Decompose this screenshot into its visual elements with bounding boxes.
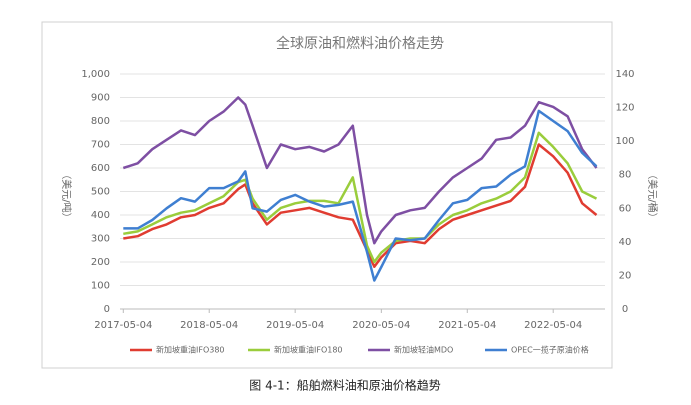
x-tick-label: 2020-05-04 [352, 320, 410, 331]
y-tick-label: 700 [91, 140, 110, 151]
caption: 图 4-1：船舶燃料油和原油价格趋势 [249, 378, 440, 393]
y-tick-label: 100 [91, 281, 110, 292]
y-tick-label: 900 [91, 93, 110, 104]
x-tick-label: 2017-05-04 [94, 320, 152, 331]
y2-axis-label: （美元/桶） [646, 169, 659, 222]
x-tick-label: 2019-05-04 [266, 320, 324, 331]
y2-tick-label: 120 [615, 103, 634, 114]
series-line [123, 143, 598, 268]
legend-label: 新加坡轻油MDO [394, 345, 453, 355]
series-line [123, 109, 598, 282]
legend-label: 新加坡重油IFO380 [156, 345, 225, 355]
x-tick-label: 2021-05-04 [438, 320, 496, 331]
y2-tick-label: 100 [615, 136, 634, 147]
y-axis-label: （美元/吨） [60, 169, 73, 222]
y2-tick-label: 0 [622, 304, 628, 315]
legend-label: 新加坡重油IFO180 [274, 345, 343, 355]
y2-tick-label: 60 [619, 203, 632, 214]
x-tick-label: 2022-05-04 [524, 320, 582, 331]
x-tick-label: 2018-05-04 [180, 320, 238, 331]
y2-tick-label: 20 [619, 270, 632, 281]
legend-label: OPEC一揽子原油价格 [511, 345, 589, 355]
y-tick-label: 400 [91, 210, 110, 221]
y-tick-label: 1,000 [81, 69, 110, 80]
y-tick-label: 800 [91, 116, 110, 127]
y2-tick-label: 40 [619, 237, 632, 248]
y-tick-label: 500 [91, 187, 110, 198]
y-tick-label: 0 [104, 304, 110, 315]
chart-title: 全球原油和燃料油价格走势 [276, 35, 444, 52]
y-tick-label: 600 [91, 163, 110, 174]
series-line [122, 96, 598, 245]
y-tick-label: 200 [91, 257, 110, 268]
series-line [123, 131, 598, 264]
y-tick-label: 300 [91, 234, 110, 245]
y2-tick-label: 80 [619, 170, 632, 181]
y2-tick-label: 140 [615, 69, 634, 80]
